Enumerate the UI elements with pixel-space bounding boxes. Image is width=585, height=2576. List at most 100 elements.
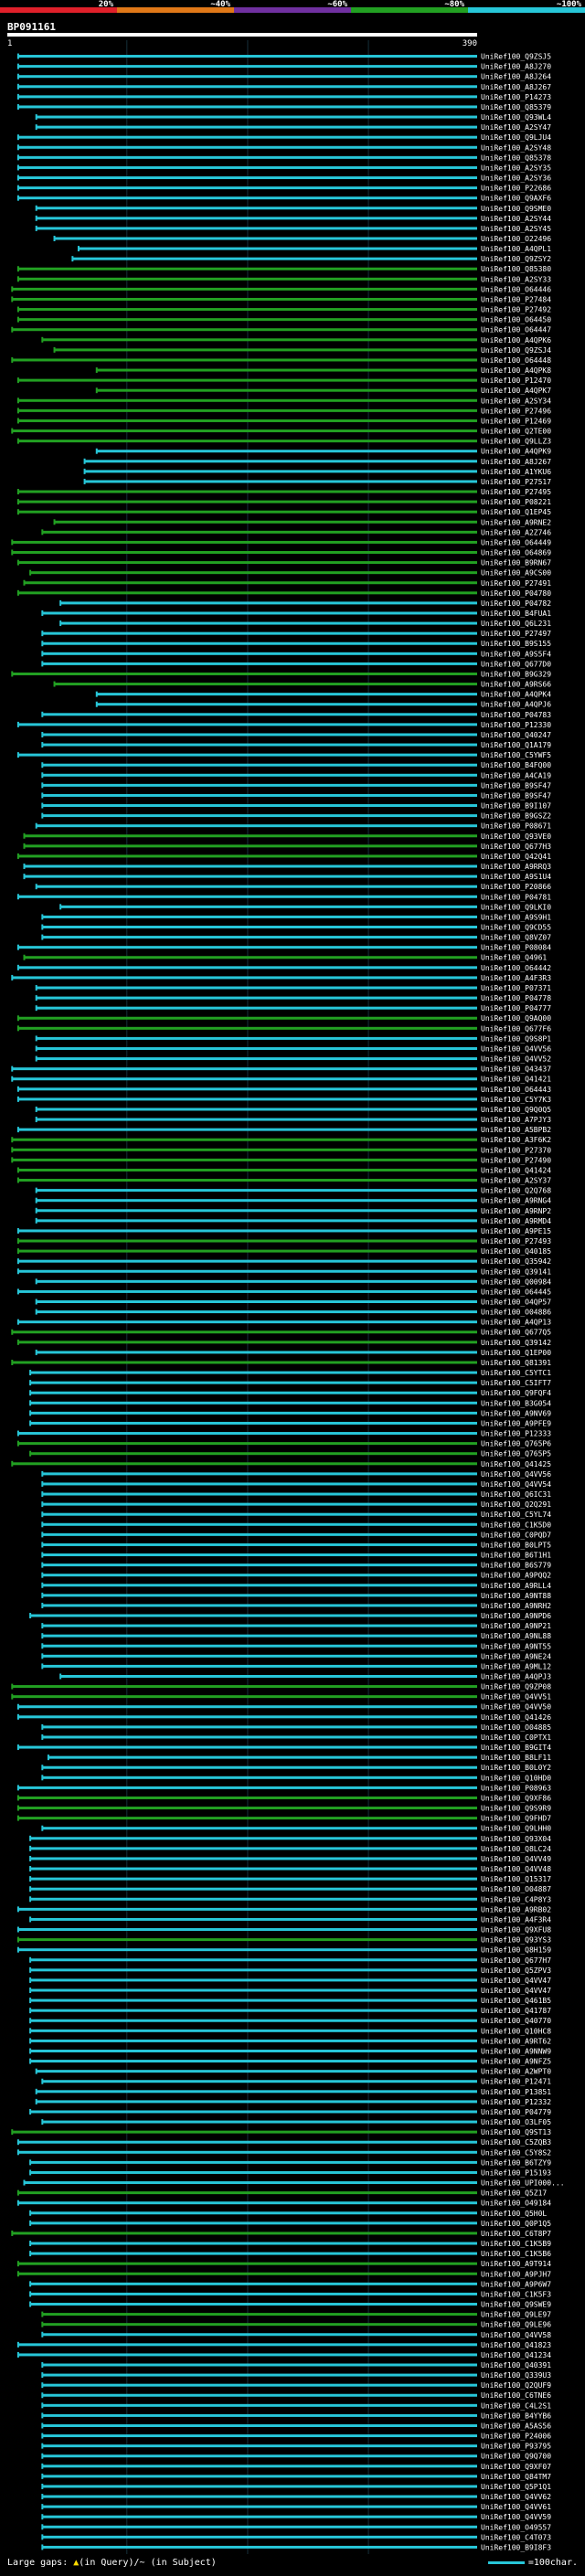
hit-label[interactable]: UniRef100_P12470 bbox=[481, 376, 551, 385]
hit-label[interactable]: UniRef100_C1K5D0 bbox=[481, 1521, 551, 1529]
hit-label[interactable]: UniRef100_Q9XFU8 bbox=[481, 1926, 551, 1935]
hit-label[interactable]: UniRef100_O64445 bbox=[481, 1288, 551, 1296]
hit-label[interactable]: UniRef100_A4QPK7 bbox=[481, 387, 551, 395]
hit-label[interactable]: UniRef100_B6T1H1 bbox=[481, 1552, 551, 1560]
hit-label[interactable]: UniRef100_A9RLL4 bbox=[481, 1582, 551, 1590]
hit-label[interactable]: UniRef100_Q9FQF4 bbox=[481, 1389, 551, 1397]
hit-label[interactable]: UniRef100_Q677D0 bbox=[481, 660, 551, 668]
hit-label[interactable]: UniRef100_Q9LE97 bbox=[481, 2311, 551, 2319]
hit-label[interactable]: UniRef100_Q40770 bbox=[481, 2017, 551, 2025]
hit-label[interactable]: UniRef100_A4F3R3 bbox=[481, 974, 551, 982]
hit-label[interactable]: UniRef100_B9GSZ2 bbox=[481, 812, 551, 821]
hit-label[interactable]: UniRef100_C5YWF5 bbox=[481, 751, 551, 759]
hit-label[interactable]: UniRef100_P07371 bbox=[481, 984, 551, 992]
hit-label[interactable]: UniRef100_Q93WL4 bbox=[481, 113, 551, 122]
hit-label[interactable]: UniRef100_A9NE24 bbox=[481, 1652, 551, 1660]
hit-label[interactable]: UniRef100_O04886 bbox=[481, 1309, 551, 1317]
hit-label[interactable]: UniRef100_A4QPK6 bbox=[481, 336, 551, 345]
hit-label[interactable]: UniRef100_A4QPK8 bbox=[481, 366, 551, 375]
hit-label[interactable]: UniRef100_A4CA19 bbox=[481, 771, 551, 779]
hit-label[interactable]: UniRef100_B6TZY9 bbox=[481, 2158, 551, 2167]
hit-label[interactable]: UniRef100_Q1EP45 bbox=[481, 508, 551, 516]
hit-label[interactable]: UniRef100_P27517 bbox=[481, 478, 551, 486]
hit-label[interactable]: UniRef100_Q9CD55 bbox=[481, 924, 551, 932]
hit-label[interactable]: UniRef100_A9RS66 bbox=[481, 681, 551, 689]
hit-label[interactable]: UniRef100_Q93X04 bbox=[481, 1835, 551, 1843]
hit-label[interactable]: UniRef100_Q00984 bbox=[481, 1277, 551, 1286]
hit-label[interactable]: UniRef100_P27484 bbox=[481, 295, 551, 303]
hit-label[interactable]: UniRef100_Q9LKI0 bbox=[481, 903, 551, 911]
hit-label[interactable]: UniRef100_Q4VV52 bbox=[481, 1055, 551, 1064]
hit-label[interactable]: UniRef100_A9CS00 bbox=[481, 569, 551, 578]
hit-label[interactable]: UniRef100_B3G054 bbox=[481, 1399, 551, 1407]
hit-label[interactable]: UniRef100_C5YTC1 bbox=[481, 1369, 551, 1377]
hit-label[interactable]: UniRef100_P08671 bbox=[481, 822, 551, 831]
hit-label[interactable]: UniRef100_O64443 bbox=[481, 1086, 551, 1094]
hit-label[interactable]: UniRef100_P08963 bbox=[481, 1784, 551, 1792]
hit-label[interactable]: UniRef100_A4F3R4 bbox=[481, 1915, 551, 1924]
hit-label[interactable]: UniRef100_P27490 bbox=[481, 1156, 551, 1164]
hit-label[interactable]: UniRef100_P20866 bbox=[481, 883, 551, 891]
hit-label[interactable]: UniRef100_A2SY48 bbox=[481, 143, 551, 152]
hit-label[interactable]: UniRef100_A8J267 bbox=[481, 83, 551, 91]
hit-label[interactable]: UniRef100_P04777 bbox=[481, 1004, 551, 1012]
hit-label[interactable]: UniRef100_P27492 bbox=[481, 306, 551, 314]
hit-label[interactable]: UniRef100_P12332 bbox=[481, 2098, 551, 2106]
hit-label[interactable]: UniRef100_Q41823 bbox=[481, 2341, 551, 2349]
hit-label[interactable]: UniRef100_Q4VV56 bbox=[481, 1044, 551, 1053]
hit-label[interactable]: UniRef100_Q6IC31 bbox=[481, 1490, 551, 1499]
hit-label[interactable]: UniRef100_Q9XF07 bbox=[481, 2463, 551, 2471]
hit-label[interactable]: UniRef100_A4QPK9 bbox=[481, 448, 551, 456]
hit-label[interactable]: UniRef100_Q9AQ00 bbox=[481, 1014, 551, 1023]
hit-label[interactable]: UniRef100_A7PJY3 bbox=[481, 1116, 551, 1124]
hit-label[interactable]: UniRef100_P08084 bbox=[481, 944, 551, 952]
hit-label[interactable]: UniRef100_Q1A179 bbox=[481, 741, 551, 749]
hit-label[interactable]: UniRef100_Q2TE00 bbox=[481, 428, 551, 436]
hit-label[interactable]: UniRef100_Q9LJU4 bbox=[481, 133, 551, 142]
hit-label[interactable]: UniRef100_Q41421 bbox=[481, 1076, 551, 1084]
hit-label[interactable]: UniRef100_C4P8Y3 bbox=[481, 1895, 551, 1903]
hit-label[interactable]: UniRef100_A5AS56 bbox=[481, 2422, 551, 2430]
hit-label[interactable]: UniRef100_B9RN67 bbox=[481, 559, 551, 567]
hit-label[interactable]: UniRef100_P04780 bbox=[481, 589, 551, 598]
hit-label[interactable]: UniRef100_Q4VV49 bbox=[481, 1855, 551, 1863]
hit-label[interactable]: UniRef100_A9S1U4 bbox=[481, 873, 551, 881]
hit-label[interactable]: UniRef100_Q41424 bbox=[481, 1166, 551, 1174]
hit-label[interactable]: UniRef100_Q8LC24 bbox=[481, 1845, 551, 1853]
hit-label[interactable]: UniRef100_Q41426 bbox=[481, 1713, 551, 1722]
hit-label[interactable]: UniRef100_Q85378 bbox=[481, 154, 551, 162]
hit-label[interactable]: UniRef100_O22496 bbox=[481, 235, 551, 243]
hit-label[interactable]: UniRef100_Q9LLZ3 bbox=[481, 438, 551, 446]
hit-label[interactable]: UniRef100_Q5ZPV3 bbox=[481, 1966, 551, 1975]
hit-label[interactable]: UniRef100_P08221 bbox=[481, 498, 551, 506]
hit-label[interactable]: UniRef100_Q40185 bbox=[481, 1247, 551, 1256]
hit-label[interactable]: UniRef100_P04779 bbox=[481, 2108, 551, 2116]
hit-label[interactable]: UniRef100_A9P6W7 bbox=[481, 2280, 551, 2288]
hit-label[interactable]: UniRef100_Q35942 bbox=[481, 1257, 551, 1266]
hit-label[interactable]: UniRef100_P93795 bbox=[481, 2443, 551, 2451]
hit-label[interactable]: UniRef100_Q765P6 bbox=[481, 1440, 551, 1448]
hit-label[interactable]: UniRef100_Q677H3 bbox=[481, 843, 551, 851]
hit-label[interactable]: UniRef100_Q4VV47 bbox=[481, 1987, 551, 1995]
hit-label[interactable]: UniRef100_C1K5F3 bbox=[481, 2290, 551, 2298]
hit-label[interactable]: UniRef100_P04778 bbox=[481, 994, 551, 1002]
hit-label[interactable]: UniRef100_A5BPB2 bbox=[481, 1126, 551, 1134]
hit-label[interactable]: UniRef100_O64449 bbox=[481, 538, 551, 546]
hit-label[interactable]: UniRef100_A9NT55 bbox=[481, 1642, 551, 1650]
hit-label[interactable]: UniRef100_Q93VE0 bbox=[481, 832, 551, 841]
hit-label[interactable]: UniRef100_P12471 bbox=[481, 2078, 551, 2086]
hit-label[interactable]: UniRef100_UPI000... bbox=[481, 2179, 565, 2188]
hit-label[interactable]: UniRef100_A2SY35 bbox=[481, 164, 551, 172]
hit-label[interactable]: UniRef100_A9NL88 bbox=[481, 1632, 551, 1640]
hit-label[interactable]: UniRef100_O64448 bbox=[481, 356, 551, 365]
hit-label[interactable]: UniRef100_A4QPK4 bbox=[481, 691, 551, 699]
hit-label[interactable]: UniRef100_Q677F6 bbox=[481, 1024, 551, 1033]
hit-label[interactable]: UniRef100_Q4VV54 bbox=[481, 1480, 551, 1489]
hit-label[interactable]: UniRef100_B9I8F3 bbox=[481, 2543, 551, 2551]
hit-label[interactable]: UniRef100_Q39142 bbox=[481, 1339, 551, 1347]
hit-label[interactable]: UniRef100_A9S5F4 bbox=[481, 650, 551, 658]
hit-label[interactable]: UniRef100_Q4VV51 bbox=[481, 1693, 551, 1701]
hit-label[interactable]: UniRef100_C4T073 bbox=[481, 2533, 551, 2541]
hit-label[interactable]: UniRef100_A9RMD4 bbox=[481, 1217, 551, 1225]
hit-label[interactable]: UniRef100_B8LF11 bbox=[481, 1754, 551, 1762]
